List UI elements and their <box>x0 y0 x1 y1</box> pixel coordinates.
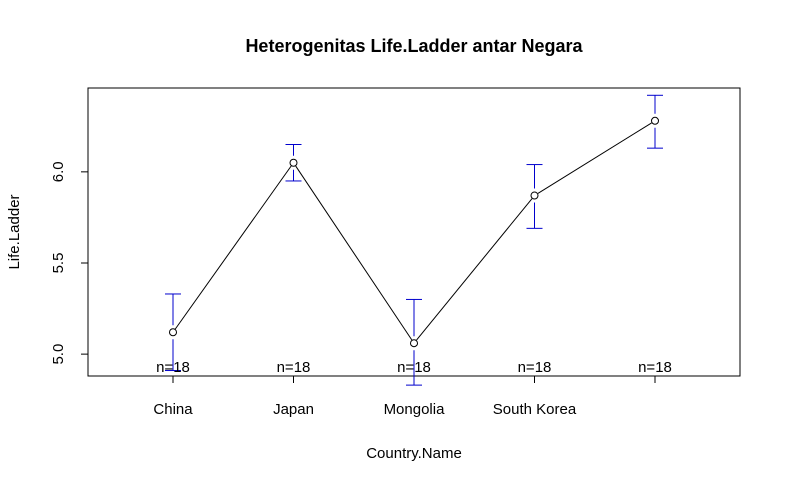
n-label: n=18 <box>397 359 431 376</box>
x-tick-label: South Korea <box>493 401 577 418</box>
series-line <box>169 116 659 348</box>
data-point <box>530 191 539 200</box>
error-bar <box>165 293 181 372</box>
data-point <box>169 328 177 337</box>
data-point <box>651 116 659 125</box>
error-bar <box>526 164 543 229</box>
x-tick-label: China <box>153 401 193 418</box>
series-segment <box>537 122 652 194</box>
error-bar <box>647 94 663 149</box>
x-axis-label: Country.Name <box>366 445 462 462</box>
n-label: n=18 <box>277 359 311 376</box>
x-tick-label: Mongolia <box>384 401 446 418</box>
n-label: n=18 <box>638 359 672 376</box>
data-point <box>410 339 418 348</box>
y-tick-label: 5.5 <box>50 253 67 274</box>
x-tick-label: Japan <box>273 401 314 418</box>
y-tick-label: 6.0 <box>50 161 67 182</box>
series-segment <box>416 198 533 341</box>
data-point <box>289 158 298 167</box>
n-labels: n=18 n=18 n=18 n=18 n=18 <box>156 359 672 376</box>
y-axis: 5.0 5.5 6.0 <box>50 161 89 365</box>
error-bars <box>165 94 663 386</box>
chart-title: Heterogenitas Life.Ladder antar Negara <box>245 36 583 56</box>
error-bar <box>285 144 302 182</box>
x-axis: China Japan Mongolia South Korea <box>153 375 656 418</box>
n-label: n=18 <box>518 359 552 376</box>
series-segment <box>174 165 292 330</box>
y-axis-label: Life.Ladder <box>6 194 23 269</box>
y-tick-label: 5.0 <box>50 344 67 365</box>
error-bar <box>406 298 422 386</box>
n-label: n=18 <box>156 359 190 376</box>
series-segment <box>295 165 413 341</box>
